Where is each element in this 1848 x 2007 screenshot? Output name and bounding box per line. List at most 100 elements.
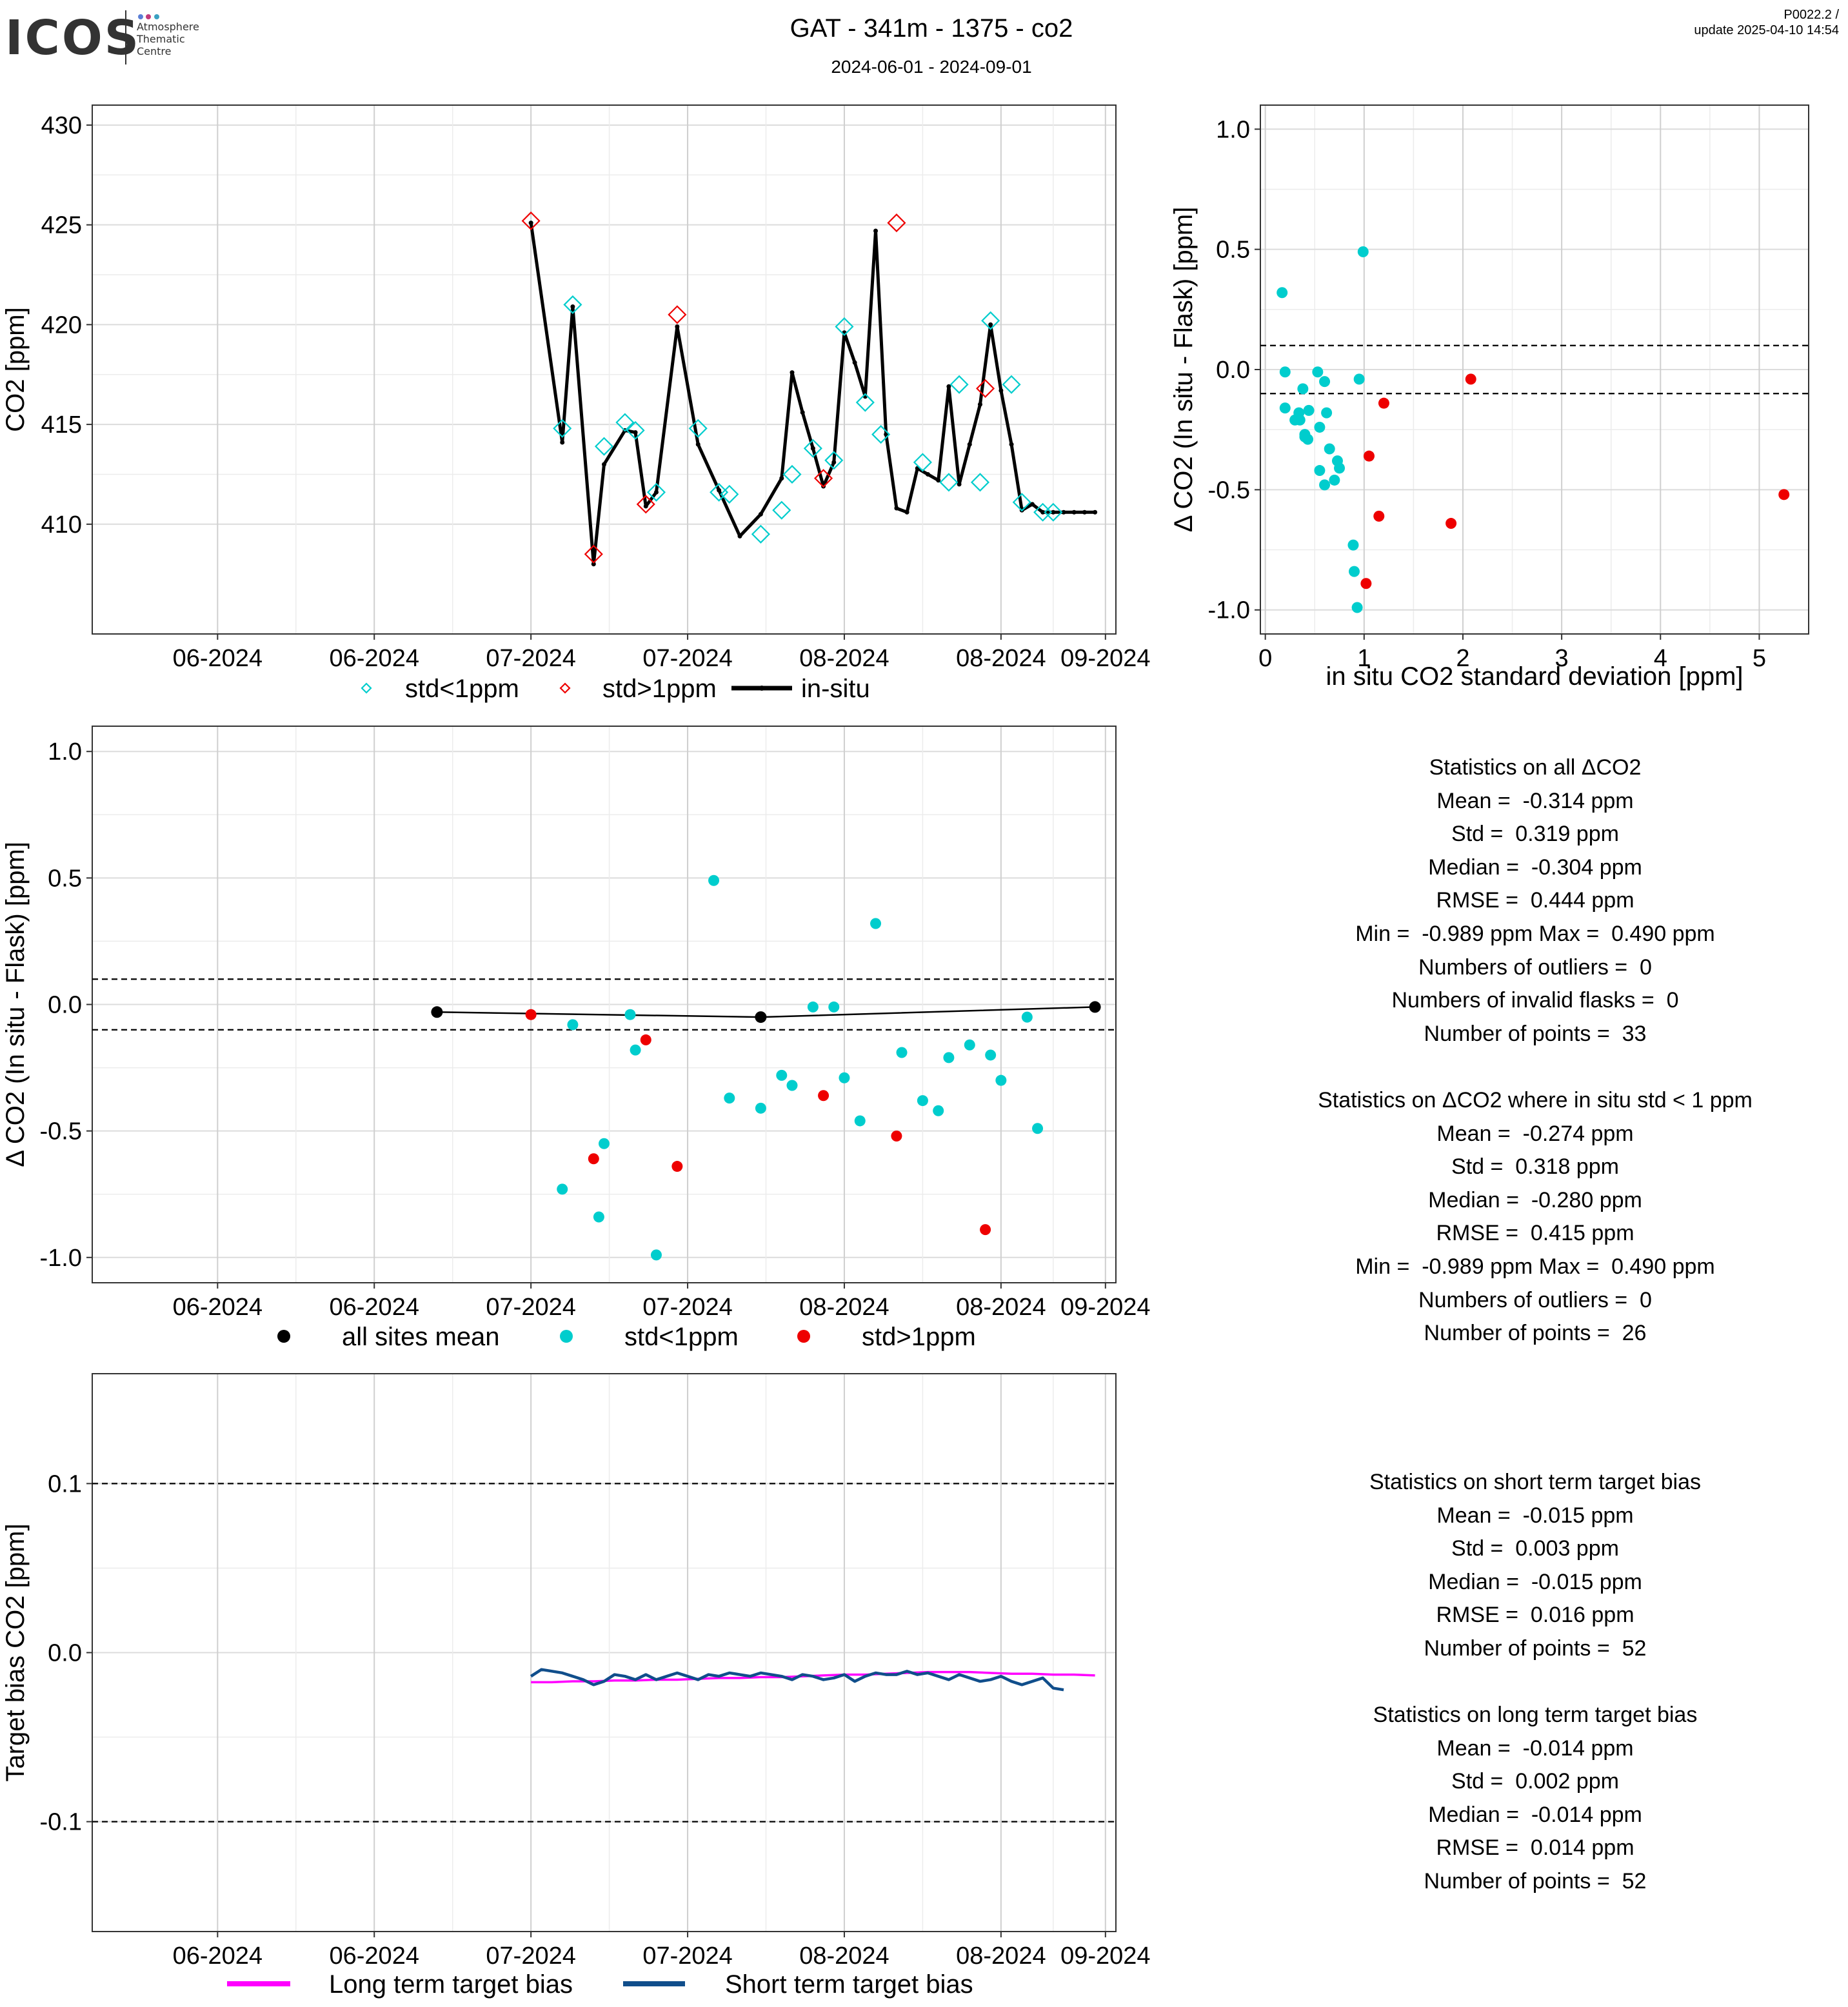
x-tick-label: 09-2024 xyxy=(1060,1294,1150,1321)
stats-line: Median = -0.015 ppm xyxy=(1428,1569,1642,1594)
stats-line: Number of points = 52 xyxy=(1424,1868,1647,1893)
legend-label: std>1ppm xyxy=(862,1323,976,1351)
delta-point-std-lt-1 xyxy=(776,1069,788,1081)
delta-point-std-lt-1 xyxy=(917,1095,928,1107)
scatter-point-std-lt-1 xyxy=(1319,479,1331,491)
scatter-point-std-lt-1 xyxy=(1314,421,1326,433)
in-situ-point xyxy=(999,388,1004,393)
in-situ-point xyxy=(1071,509,1077,515)
co2-timeseries-panel: 410 415 420 425 430 06-2024 06-2024 07-2024 07-2… xyxy=(1,104,1151,703)
plot-border xyxy=(92,726,1117,1283)
delta-point-std-lt-1 xyxy=(985,1049,997,1061)
stats-long-term-bias: Statistics on long term target bias Mean… xyxy=(1245,1699,1825,1899)
stats-title: Statistics on short term target bias xyxy=(1369,1470,1701,1494)
legend-key-all-sites-mean xyxy=(277,1330,290,1343)
scatter-point-std-lt-1 xyxy=(1319,376,1331,388)
in-situ-point xyxy=(800,410,805,415)
delta-point-std-lt-1 xyxy=(624,1009,636,1020)
x-tick-label: 09-2024 xyxy=(1060,645,1150,672)
update-label: update 2025-04-10 14:54 xyxy=(1694,23,1839,37)
delta-point-std-lt-1 xyxy=(786,1080,798,1091)
x-tick-label: 3 xyxy=(1555,645,1569,672)
stats-line: Number of points = 52 xyxy=(1424,1636,1647,1661)
x-tick-label: 06-2024 xyxy=(330,1943,419,1970)
legend-label: std<1ppm xyxy=(405,675,519,703)
in-situ-point xyxy=(904,509,909,515)
delta-point-std-lt-1 xyxy=(896,1047,908,1058)
in-situ-point xyxy=(988,322,993,327)
flask-point-std-lt-1 xyxy=(871,425,891,444)
in-situ-point xyxy=(977,402,982,407)
delta-point-std-gt-1 xyxy=(588,1153,599,1165)
legend-key-in-situ-point xyxy=(759,686,764,691)
scatter-point-std-gt-1 xyxy=(1778,489,1790,500)
flask-point-std-gt-1 xyxy=(668,305,687,324)
in-situ-point xyxy=(675,324,680,329)
stats-delta-all: Statistics on all ΔCO2 Mean = -0.314 ppm… xyxy=(1245,751,1825,1051)
x-tick-label: 08-2024 xyxy=(799,1943,889,1970)
flask-point-std-lt-1 xyxy=(688,419,708,438)
flask-point-std-lt-1 xyxy=(939,473,959,492)
delta-point-std-lt-1 xyxy=(1021,1011,1033,1023)
delta-point-std-gt-1 xyxy=(891,1130,902,1142)
scatter-point-std-lt-1 xyxy=(1294,414,1306,426)
in-situ-point xyxy=(831,460,837,465)
scatter-point-std-lt-1 xyxy=(1321,407,1333,419)
x-tick-label: 07-2024 xyxy=(642,645,732,672)
y-tick-label: 410 xyxy=(41,511,82,539)
flask-point-std-lt-1 xyxy=(772,500,791,520)
flask-point-std-lt-1 xyxy=(615,413,635,432)
flask-point-std-lt-1 xyxy=(835,317,854,337)
in-situ-point xyxy=(1061,509,1066,515)
x-tick-label: 08-2024 xyxy=(799,1294,889,1321)
y-tick-label: -0.1 xyxy=(40,1809,82,1836)
stats-line: Numbers of outliers = 0 xyxy=(1418,954,1652,980)
scatter-point-std-lt-1 xyxy=(1279,402,1291,414)
scatter-point-std-gt-1 xyxy=(1378,397,1389,409)
delta-point-std-lt-1 xyxy=(755,1102,766,1114)
x-tick-label: 08-2024 xyxy=(956,1294,1046,1321)
version-label: P0022.2 / xyxy=(1783,8,1839,22)
in-situ-point xyxy=(737,533,742,539)
flask-point-std-gt-1 xyxy=(521,211,541,231)
stats-line: Std = 0.319 ppm xyxy=(1451,822,1619,847)
in-situ-point xyxy=(779,476,784,481)
flask-point-std-lt-1 xyxy=(803,439,822,458)
y-tick-label: 0.5 xyxy=(1216,237,1250,264)
scatter-point-std-gt-1 xyxy=(1360,578,1372,589)
x-tick-label: 06-2024 xyxy=(173,1943,263,1970)
in-situ-point xyxy=(528,221,533,226)
delta-point-std-lt-1 xyxy=(964,1039,975,1051)
scatter-point-std-lt-1 xyxy=(1348,566,1360,577)
delta-vs-std-panel: -1.0 -0.5 0.0 0.5 1.0 0 1 2 3 4 5 Δ CO2 (In situ - … xyxy=(1169,104,1809,691)
flask-point-std-lt-1 xyxy=(553,419,572,438)
legend-key-std-lt-1 xyxy=(560,1330,573,1343)
y-tick-label: 1.0 xyxy=(48,738,82,766)
scatter-point-std-gt-1 xyxy=(1465,373,1476,385)
stats-title: Statistics on all ΔCO2 xyxy=(1429,755,1642,780)
legend-label: all sites mean xyxy=(342,1323,500,1351)
stats-line: RMSE = 0.014 ppm xyxy=(1436,1835,1634,1861)
in-situ-point xyxy=(957,482,962,487)
scatter-point-std-lt-1 xyxy=(1312,366,1324,378)
x-tick-label: 2 xyxy=(1456,645,1469,672)
target-bias-panel: -0.1 0.0 0.1 06-2024 06-2024 07-2024 07-2024 08… xyxy=(1,1373,1151,1999)
legend-label: Short term target bias xyxy=(725,1970,973,1999)
x-tick-label: 07-2024 xyxy=(486,645,575,672)
legend-label: std<1ppm xyxy=(624,1323,739,1351)
scatter-point-std-gt-1 xyxy=(1363,450,1375,462)
x-tick-label: 08-2024 xyxy=(956,645,1046,672)
legend-label: in-situ xyxy=(801,675,870,703)
scatter-point-std-gt-1 xyxy=(1373,510,1385,522)
stats-line: Std = 0.002 ppm xyxy=(1451,1769,1619,1794)
page-title: GAT - 341m - 1375 - co2 xyxy=(790,14,1073,43)
in-situ-point xyxy=(852,360,857,365)
delta-point-std-lt-1 xyxy=(995,1074,1007,1086)
legend-label: std>1ppm xyxy=(602,675,717,703)
stats-line: Mean = -0.014 ppm xyxy=(1436,1735,1634,1761)
delta-point-std-lt-1 xyxy=(593,1211,604,1223)
in-situ-line xyxy=(529,222,1095,566)
y-tick-label: 0.0 xyxy=(48,992,82,1019)
logo-subtitle: Atmosphere Thematic Centre xyxy=(137,21,199,57)
